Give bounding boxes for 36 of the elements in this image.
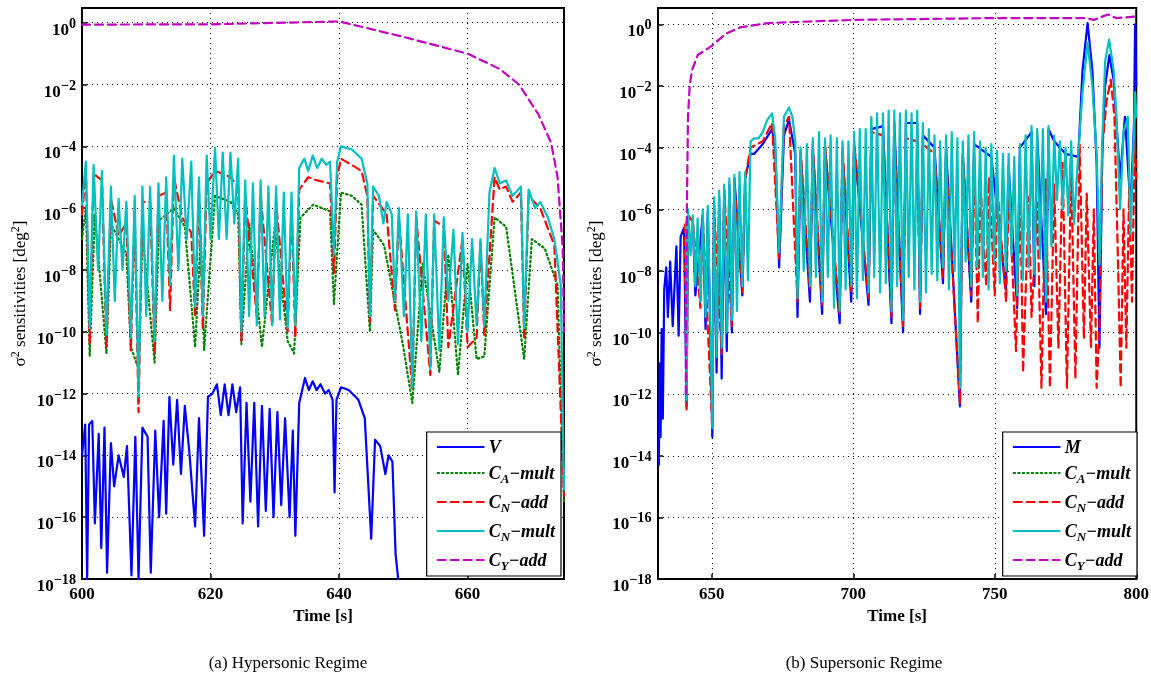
legend-label: M <box>1063 437 1082 457</box>
x-tick-label: 800 <box>1123 584 1149 603</box>
y-tick-label: 10$^{−8}$ <box>43 261 76 286</box>
y-tick-label: 10$^{−12}$ <box>35 384 76 411</box>
y-tick-label: 10$^{−12}$ <box>611 385 652 411</box>
x-tick-label: 650 <box>698 584 725 603</box>
legend-label: V <box>488 437 503 457</box>
y-tick-label: 10$^{−2}$ <box>618 77 652 103</box>
y-tick-label: 10$^{−18}$ <box>611 570 652 596</box>
y-tick-label: 10$^{0}$ <box>50 13 76 40</box>
y-tick-label: 10$^{−14}$ <box>35 446 76 473</box>
x-tick-label: 700 <box>840 584 866 603</box>
x-tick-label: 620 <box>197 584 224 603</box>
text: (a) Hypersonic Regime <box>208 653 368 672</box>
y-tick-label: 10$^{−6}$ <box>43 200 76 224</box>
y-tick-label: 10$^{−2}$ <box>42 75 76 102</box>
x-axis-title: Time [s] <box>293 605 353 625</box>
x-tick-label: 660 <box>454 584 481 603</box>
x-axis-title: Time [s] <box>866 605 927 625</box>
y-axis-title: σ2 sensitivities [deg2] <box>8 220 29 367</box>
x-tick-label: 750 <box>981 584 1008 603</box>
y-tick-label: 10$^{−10}$ <box>36 323 76 348</box>
line-series <box>80 376 400 581</box>
y-tick-label: 10$^{−8}$ <box>619 262 652 287</box>
x-tick-label: 640 <box>326 584 352 603</box>
y-tick-label: 10$^{−16}$ <box>611 508 652 535</box>
y-axis-title: σ2 sensitivities [deg2] <box>583 220 605 367</box>
y-tick-label: 10$^{−4}$ <box>618 138 652 165</box>
y-tick-label: 10$^{−14}$ <box>611 446 652 473</box>
y-tick-label: 10$^{−10}$ <box>612 324 652 349</box>
y-tick-label: 10$^{−6}$ <box>619 201 652 225</box>
text: (b) Supersonic Regime <box>785 653 942 672</box>
y-tick-label: 10$^{−16}$ <box>35 508 76 534</box>
y-tick-label: 10$^{−4}$ <box>42 137 76 163</box>
y-tick-label: 10$^{0}$ <box>626 15 652 42</box>
line-series <box>80 20 566 333</box>
